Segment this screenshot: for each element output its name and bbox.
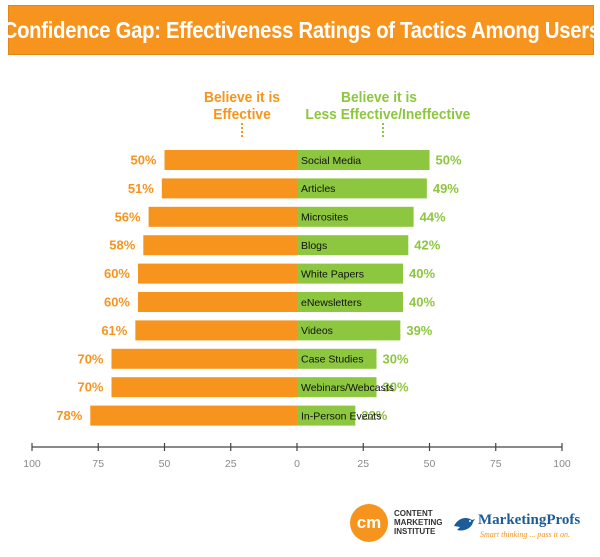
category-label: Videos (301, 325, 333, 337)
bar-less-effective (297, 206, 414, 227)
category-label: In-Person Events (301, 410, 382, 422)
bar-effective (161, 178, 297, 199)
category-label: Case Studies (301, 354, 363, 366)
category-label: Webinars/Webcasts (301, 382, 394, 394)
x-tick-label: 100 (553, 458, 571, 470)
marketingprofs-tagline: Smart thinking ... pass it on. (480, 530, 571, 539)
legend-effective-line1: Believe it is (204, 89, 280, 106)
cmi-logo-mark: cm (356, 513, 382, 532)
x-tick-label: 25 (357, 458, 369, 470)
bar-effective (135, 320, 297, 341)
value-label-less-effective: 40% (409, 295, 435, 310)
cmi-line-3: INSTITUTE (394, 527, 436, 536)
value-label-less-effective: 22% (361, 408, 387, 423)
bar-less-effective (297, 235, 409, 256)
legend-effective-line2: Effective (213, 106, 271, 123)
value-label-effective: 51% (128, 181, 154, 196)
bar-less-effective (297, 377, 377, 398)
category-label: Articles (301, 183, 335, 195)
category-label: Blogs (301, 240, 327, 252)
value-label-effective: 70% (77, 351, 103, 366)
value-label-effective: 50% (130, 153, 156, 168)
bar-effective (138, 263, 297, 284)
bar-effective (111, 348, 297, 369)
legend-less-effective-line2: Less Effective/Ineffective (305, 106, 471, 123)
x-tick-label: 0 (294, 458, 300, 470)
chart-title: Confidence Gap: Effectiveness Ratings of… (2, 16, 600, 43)
x-tick-label: 100 (23, 458, 41, 470)
legend-less-effective: Believe it is Less Effective/Ineffective (305, 89, 471, 123)
x-tick-label: 50 (424, 458, 436, 470)
bar-less-effective (297, 150, 430, 170)
value-label-less-effective: 49% (433, 181, 459, 196)
bar-less-effective (297, 178, 427, 199)
value-label-less-effective: 42% (414, 238, 440, 253)
legend-effective: Believe it is Effective (196, 89, 288, 123)
bar-less-effective (297, 292, 403, 312)
bar-less-effective (297, 348, 377, 369)
category-label: Microsites (301, 212, 348, 224)
category-label: eNewsletters (301, 297, 362, 309)
value-label-effective: 58% (109, 238, 135, 253)
x-tick-label: 75 (490, 458, 502, 470)
bar-less-effective (297, 405, 356, 426)
bar-effective (148, 206, 297, 227)
marketingprofs-name: MarketingProfs (478, 512, 581, 528)
bar-effective (164, 150, 297, 170)
x-tick-label: 50 (159, 458, 171, 470)
bar-less-effective (297, 320, 401, 341)
value-label-effective: 60% (104, 266, 130, 281)
x-tick-label: 25 (225, 458, 237, 470)
bar-less-effective (297, 263, 403, 284)
cmi-line-1: CONTENT (394, 509, 433, 518)
x-tick-label: 75 (92, 458, 104, 470)
legend-less-effective-dots (382, 123, 384, 137)
value-label-effective: 61% (101, 323, 127, 338)
value-label-less-effective: 40% (409, 266, 435, 281)
value-label-effective: 56% (115, 209, 141, 224)
value-label-effective: 60% (104, 295, 130, 310)
footer-logos: cm CONTENT MARKETING INSTITUTE Marketing… (340, 502, 595, 550)
category-label: White Papers (301, 268, 364, 280)
value-label-effective: 78% (56, 408, 82, 423)
legend-less-effective-line1: Believe it is (341, 89, 417, 106)
bar-effective (90, 405, 297, 426)
cmi-logo: cm (350, 504, 388, 542)
value-label-less-effective: 50% (436, 153, 462, 168)
bar-effective (138, 292, 297, 312)
value-label-less-effective: 44% (420, 209, 446, 224)
title-banner: Confidence Gap: Effectiveness Ratings of… (2, 5, 600, 55)
bar-effective (143, 235, 297, 256)
value-label-effective: 70% (77, 380, 103, 395)
value-label-less-effective: 30% (383, 351, 409, 366)
bar-effective (111, 377, 297, 398)
bird-icon (454, 518, 475, 531)
cmi-wordmark: CONTENT MARKETING INSTITUTE (394, 509, 442, 536)
legend-effective-dots (241, 123, 243, 137)
category-label: Social Media (301, 155, 361, 167)
cmi-line-2: MARKETING (394, 518, 443, 527)
value-label-less-effective: 30% (383, 380, 409, 395)
value-label-less-effective: 39% (406, 323, 432, 338)
